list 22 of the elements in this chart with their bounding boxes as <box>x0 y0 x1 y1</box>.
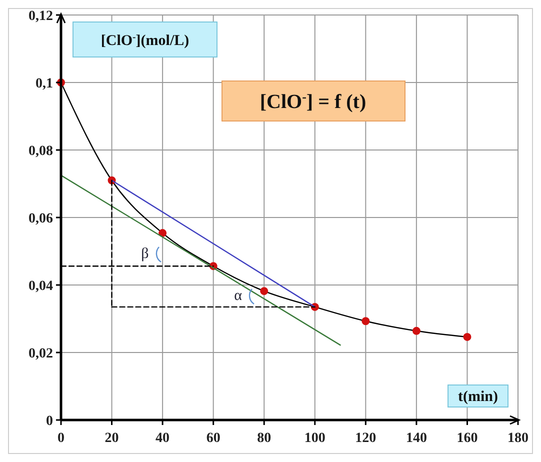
x-tick-label: 40 <box>156 431 170 446</box>
x-tick-label: 100 <box>304 431 326 446</box>
x-tick-label: 140 <box>406 431 427 446</box>
annotation: β <box>141 246 149 262</box>
y-tick-label: 0,08 <box>28 144 53 159</box>
y-tick-label: 0,06 <box>28 212 53 226</box>
x-tick-label: 160 <box>456 431 478 446</box>
y-tick-label: 0,1 <box>36 76 53 92</box>
y-tick-label: 0,02 <box>28 346 53 362</box>
text: [ClO$^{-}$] = f (t) <box>260 88 366 113</box>
x-tick-label: 120 <box>355 431 376 446</box>
x-axis-title: t(min) <box>458 389 498 405</box>
x-tick-label: 60 <box>206 431 220 446</box>
y-tick-label: 0,04 <box>28 279 53 294</box>
x-tick-label: 20 <box>104 431 119 446</box>
annotation: α <box>234 288 242 304</box>
y-tick-label: 0,12 <box>28 9 53 24</box>
y-axis-title: [ClO$^{-}$](mol/L) <box>100 32 190 49</box>
x-tick-label: 80 <box>257 431 272 446</box>
x-tick-label: 180 <box>508 431 528 446</box>
x-tick-label: 0 <box>58 431 64 446</box>
y-tick-label: 0 <box>46 414 53 429</box>
